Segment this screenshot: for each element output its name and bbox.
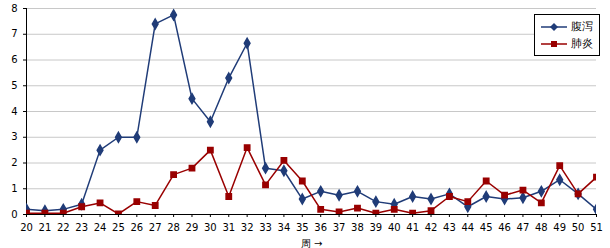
svg-text:48: 48 bbox=[535, 222, 548, 233]
svg-text:0: 0 bbox=[11, 209, 17, 220]
svg-text:8: 8 bbox=[11, 3, 17, 14]
svg-text:38: 38 bbox=[351, 222, 364, 233]
svg-text:35: 35 bbox=[296, 222, 309, 233]
svg-text:21: 21 bbox=[39, 222, 52, 233]
svg-text:45: 45 bbox=[480, 222, 493, 233]
html-text:腹泻: 腹泻 bbox=[571, 20, 593, 33]
svg-text:32: 32 bbox=[241, 222, 254, 233]
svg-text:41: 41 bbox=[406, 222, 419, 233]
svg-text:39: 39 bbox=[369, 222, 382, 233]
svg-text:44: 44 bbox=[461, 222, 474, 233]
svg-text:28: 28 bbox=[167, 222, 180, 233]
svg-text:20: 20 bbox=[20, 222, 33, 233]
svg-text:23: 23 bbox=[75, 222, 88, 233]
svg-text:4: 4 bbox=[11, 106, 17, 117]
svg-text:25: 25 bbox=[112, 222, 125, 233]
svg-text:40: 40 bbox=[388, 222, 401, 233]
svg-text:27: 27 bbox=[149, 222, 162, 233]
svg-text:周 →: 周 → bbox=[301, 238, 323, 248]
svg-text:1: 1 bbox=[11, 183, 17, 194]
svg-text:5: 5 bbox=[11, 80, 17, 91]
svg-text:30: 30 bbox=[204, 222, 217, 233]
svg-text:47: 47 bbox=[517, 222, 530, 233]
svg-text:49: 49 bbox=[553, 222, 566, 233]
svg-text:7: 7 bbox=[11, 28, 17, 39]
html-text:肺炎: 肺炎 bbox=[571, 37, 593, 50]
svg-text:31: 31 bbox=[222, 222, 235, 233]
svg-text:36: 36 bbox=[314, 222, 327, 233]
svg-text:24: 24 bbox=[94, 222, 107, 233]
svg-text:51: 51 bbox=[590, 222, 603, 233]
svg-text:43: 43 bbox=[443, 222, 456, 233]
svg-text:37: 37 bbox=[333, 222, 346, 233]
svg-text:26: 26 bbox=[130, 222, 143, 233]
svg-text:22: 22 bbox=[57, 222, 70, 233]
svg-text:34: 34 bbox=[278, 222, 291, 233]
svg-text:2: 2 bbox=[11, 157, 17, 168]
svg-text:3: 3 bbox=[11, 131, 17, 142]
svg-text:33: 33 bbox=[259, 222, 272, 233]
svg-text:6: 6 bbox=[11, 54, 17, 65]
svg-text:46: 46 bbox=[498, 222, 511, 233]
svg-text:42: 42 bbox=[425, 222, 438, 233]
svg-text:50: 50 bbox=[572, 222, 585, 233]
svg-text:29: 29 bbox=[186, 222, 199, 233]
